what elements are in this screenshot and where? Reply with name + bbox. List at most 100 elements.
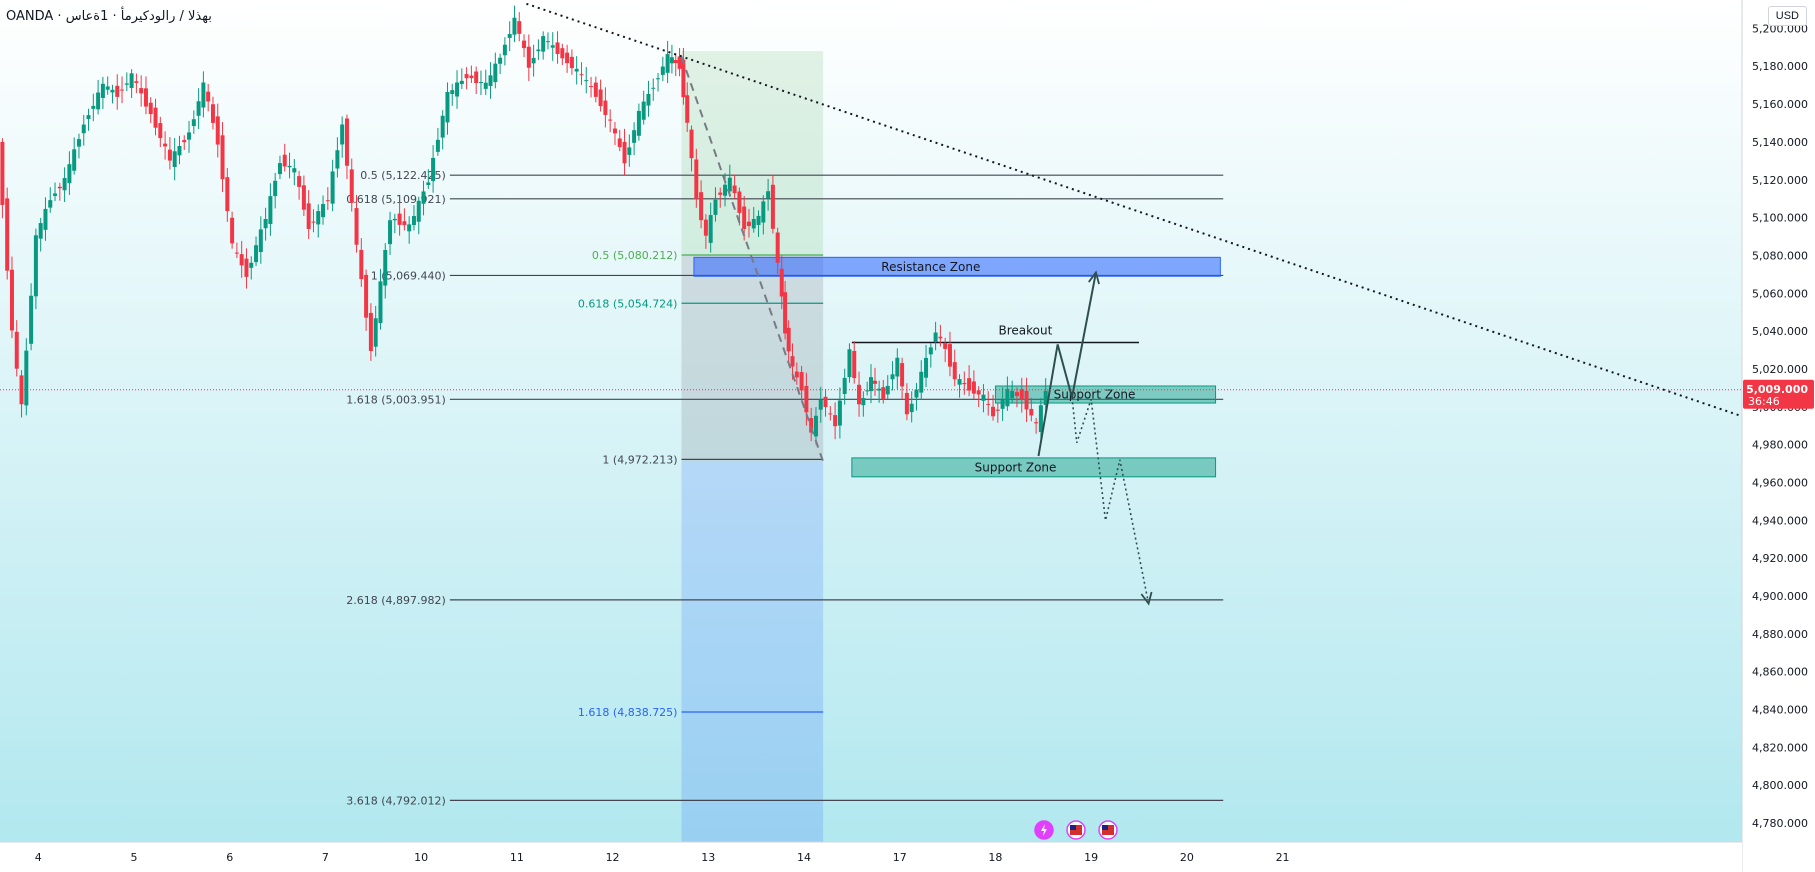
candle-body bbox=[407, 224, 412, 232]
candle-body bbox=[33, 235, 38, 297]
price-tick-label: 4,860.000 bbox=[1752, 666, 1808, 679]
candle-body bbox=[124, 83, 129, 85]
candle-body bbox=[976, 390, 981, 395]
candle-body bbox=[57, 186, 62, 189]
price-axis-background bbox=[1742, 0, 1815, 872]
candle-body bbox=[569, 56, 574, 69]
candle-body bbox=[359, 249, 364, 280]
candle-body bbox=[818, 399, 823, 410]
candle-body bbox=[187, 132, 192, 140]
candle-body bbox=[681, 59, 686, 98]
candle-body bbox=[177, 145, 182, 156]
current-price-tag bbox=[1743, 379, 1814, 409]
candle-body bbox=[210, 104, 215, 123]
candle-body bbox=[0, 141, 5, 205]
candle-body bbox=[139, 88, 144, 94]
candle-body bbox=[522, 40, 527, 49]
candle-body bbox=[43, 208, 48, 230]
candle-body bbox=[469, 75, 474, 79]
candle-body bbox=[24, 350, 29, 406]
candle-body bbox=[775, 232, 780, 263]
candle-body bbox=[368, 312, 373, 352]
candle-body bbox=[14, 331, 19, 369]
candle-body bbox=[890, 374, 895, 380]
time-tick-label: 18 bbox=[988, 851, 1002, 864]
candle-body bbox=[96, 92, 101, 110]
fib-level-label: 0.618 (5,109.921) bbox=[346, 193, 446, 206]
swing-dashed-line bbox=[680, 56, 825, 463]
candle-body bbox=[5, 198, 10, 271]
candle-body bbox=[833, 415, 838, 427]
candle-body bbox=[163, 143, 168, 147]
candle-body bbox=[804, 385, 809, 413]
candle-body bbox=[316, 211, 321, 225]
time-tick-label: 4 bbox=[35, 851, 42, 864]
candle-body bbox=[450, 90, 455, 94]
candle-body bbox=[555, 42, 560, 54]
candle-body bbox=[335, 150, 340, 169]
price-tick-label: 5,040.000 bbox=[1752, 325, 1808, 338]
candle-body bbox=[120, 89, 125, 91]
candle-body bbox=[440, 115, 445, 138]
candle-body bbox=[244, 258, 249, 277]
candle-body bbox=[277, 163, 282, 175]
fib-shaded-region bbox=[681, 461, 824, 842]
currency-button[interactable]: USD bbox=[1767, 6, 1807, 26]
candle-body bbox=[273, 180, 278, 197]
candle-body bbox=[172, 151, 177, 167]
price-tick-label: 4,800.000 bbox=[1752, 779, 1808, 792]
candle-body bbox=[48, 200, 53, 208]
candle-body bbox=[924, 357, 929, 378]
candle-body bbox=[598, 89, 603, 107]
candle-body bbox=[938, 336, 943, 339]
candle-body bbox=[919, 371, 924, 393]
candle-body bbox=[790, 356, 795, 367]
price-tick-label: 5,180.000 bbox=[1752, 60, 1808, 73]
candle-body bbox=[383, 249, 388, 286]
candle-body bbox=[900, 363, 905, 387]
projection-down-arrowhead bbox=[1140, 591, 1153, 606]
candle-body bbox=[541, 36, 546, 52]
candle-body bbox=[694, 159, 699, 200]
candle-body bbox=[962, 382, 967, 385]
candle-body bbox=[1019, 389, 1024, 400]
candle-body bbox=[392, 218, 397, 221]
fib-level-label: 0.618 (5,054.724) bbox=[578, 297, 678, 310]
price-tick-label: 4,920.000 bbox=[1752, 552, 1808, 565]
price-tick-label: 5,060.000 bbox=[1752, 287, 1808, 300]
fib-level-label: 0.5 (5,122.425) bbox=[360, 169, 446, 182]
candle-body bbox=[746, 221, 751, 227]
breakout-label: Breakout bbox=[999, 323, 1053, 337]
candle-body bbox=[53, 193, 58, 196]
candle-body bbox=[786, 327, 791, 352]
time-tick-label: 12 bbox=[606, 851, 620, 864]
candle-body bbox=[685, 95, 690, 123]
candle-body bbox=[478, 82, 483, 84]
candle-body bbox=[196, 101, 201, 116]
candle-body bbox=[474, 71, 479, 84]
candle-body bbox=[1038, 405, 1043, 433]
fib-level-label: 1.618 (4,838.725) bbox=[578, 706, 678, 719]
projection-down-path bbox=[1071, 397, 1150, 604]
price-tick-label: 5,160.000 bbox=[1752, 98, 1808, 111]
candle-body bbox=[928, 347, 933, 355]
candle-body bbox=[813, 415, 818, 437]
price-tick-label: 5,020.000 bbox=[1752, 363, 1808, 376]
time-tick-label: 14 bbox=[797, 851, 811, 864]
candle-body bbox=[837, 400, 842, 426]
candle-body bbox=[254, 245, 259, 263]
candle-body bbox=[364, 274, 369, 318]
candle-body bbox=[632, 130, 637, 143]
candle-body bbox=[622, 141, 627, 164]
candle-body bbox=[435, 139, 440, 152]
candle-body bbox=[574, 68, 579, 72]
candle-body bbox=[416, 200, 421, 222]
candle-body bbox=[397, 213, 402, 225]
candle-body bbox=[507, 34, 512, 38]
candle-body bbox=[593, 82, 598, 97]
candle-body bbox=[76, 139, 81, 147]
candle-body bbox=[531, 57, 536, 64]
candle-body bbox=[167, 149, 172, 161]
candle-body bbox=[134, 81, 139, 83]
